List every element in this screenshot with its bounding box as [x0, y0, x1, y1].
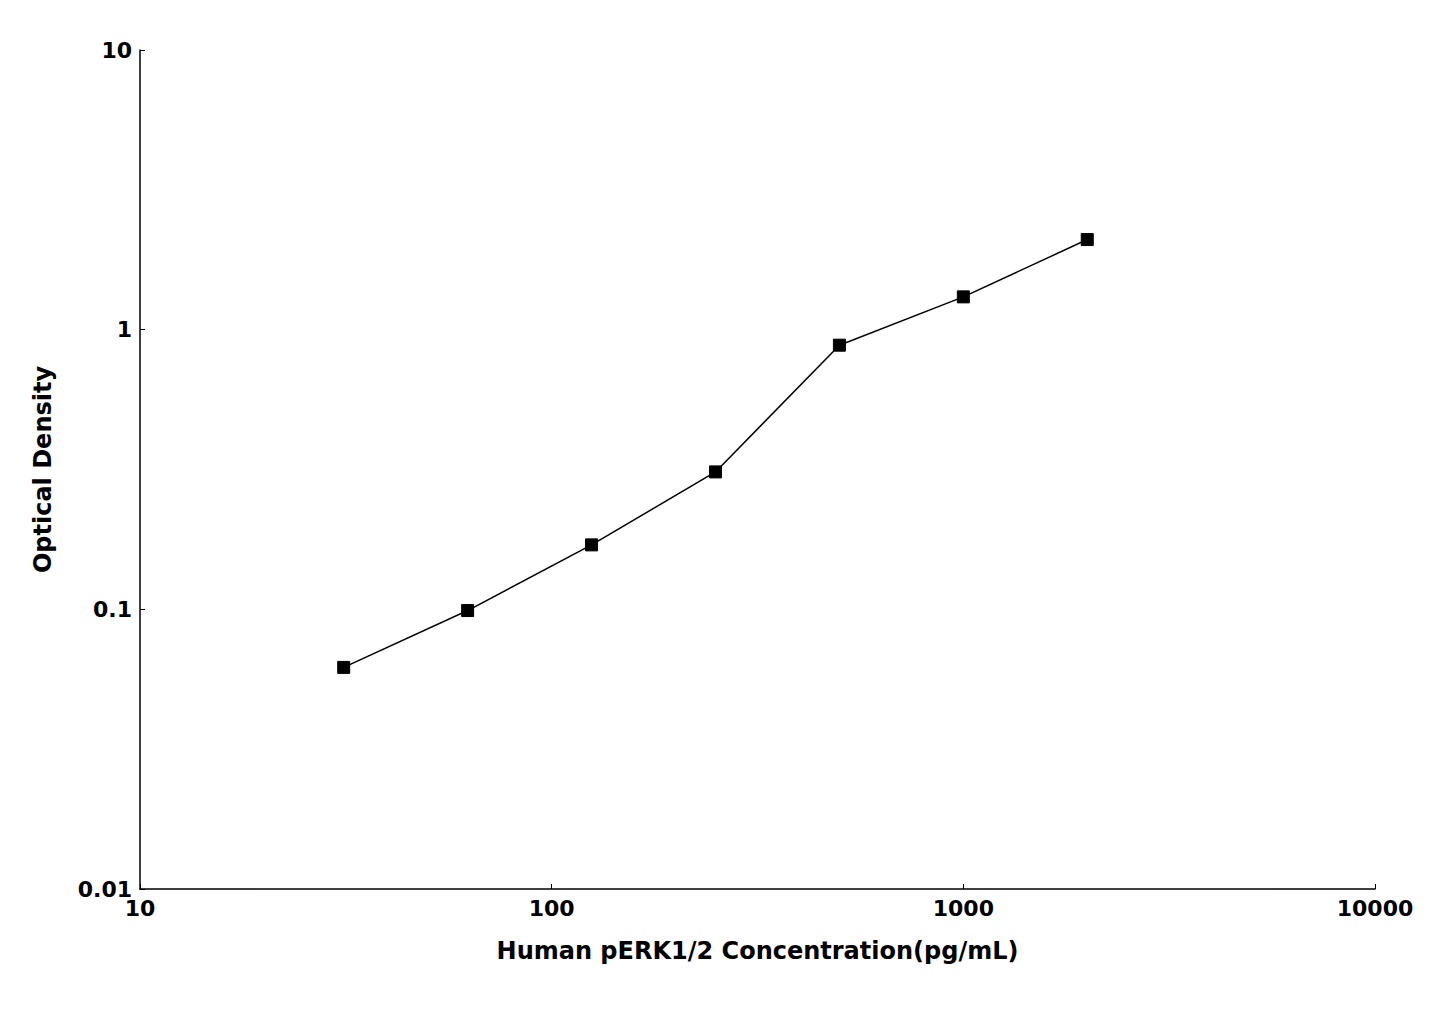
svg-text:Human pERK1/2 Concentration(pg: Human pERK1/2 Concentration(pg/mL) — [497, 937, 1019, 965]
svg-text:1000: 1000 — [933, 896, 994, 921]
svg-text:10000: 10000 — [1337, 896, 1414, 921]
svg-text:Optical Density: Optical Density — [29, 366, 57, 574]
svg-text:100: 100 — [529, 896, 575, 921]
svg-text:1: 1 — [117, 317, 132, 342]
svg-text:10: 10 — [101, 38, 132, 63]
svg-text:10: 10 — [125, 896, 156, 921]
svg-text:0.01: 0.01 — [77, 876, 132, 902]
svg-text:0.1: 0.1 — [93, 597, 132, 622]
